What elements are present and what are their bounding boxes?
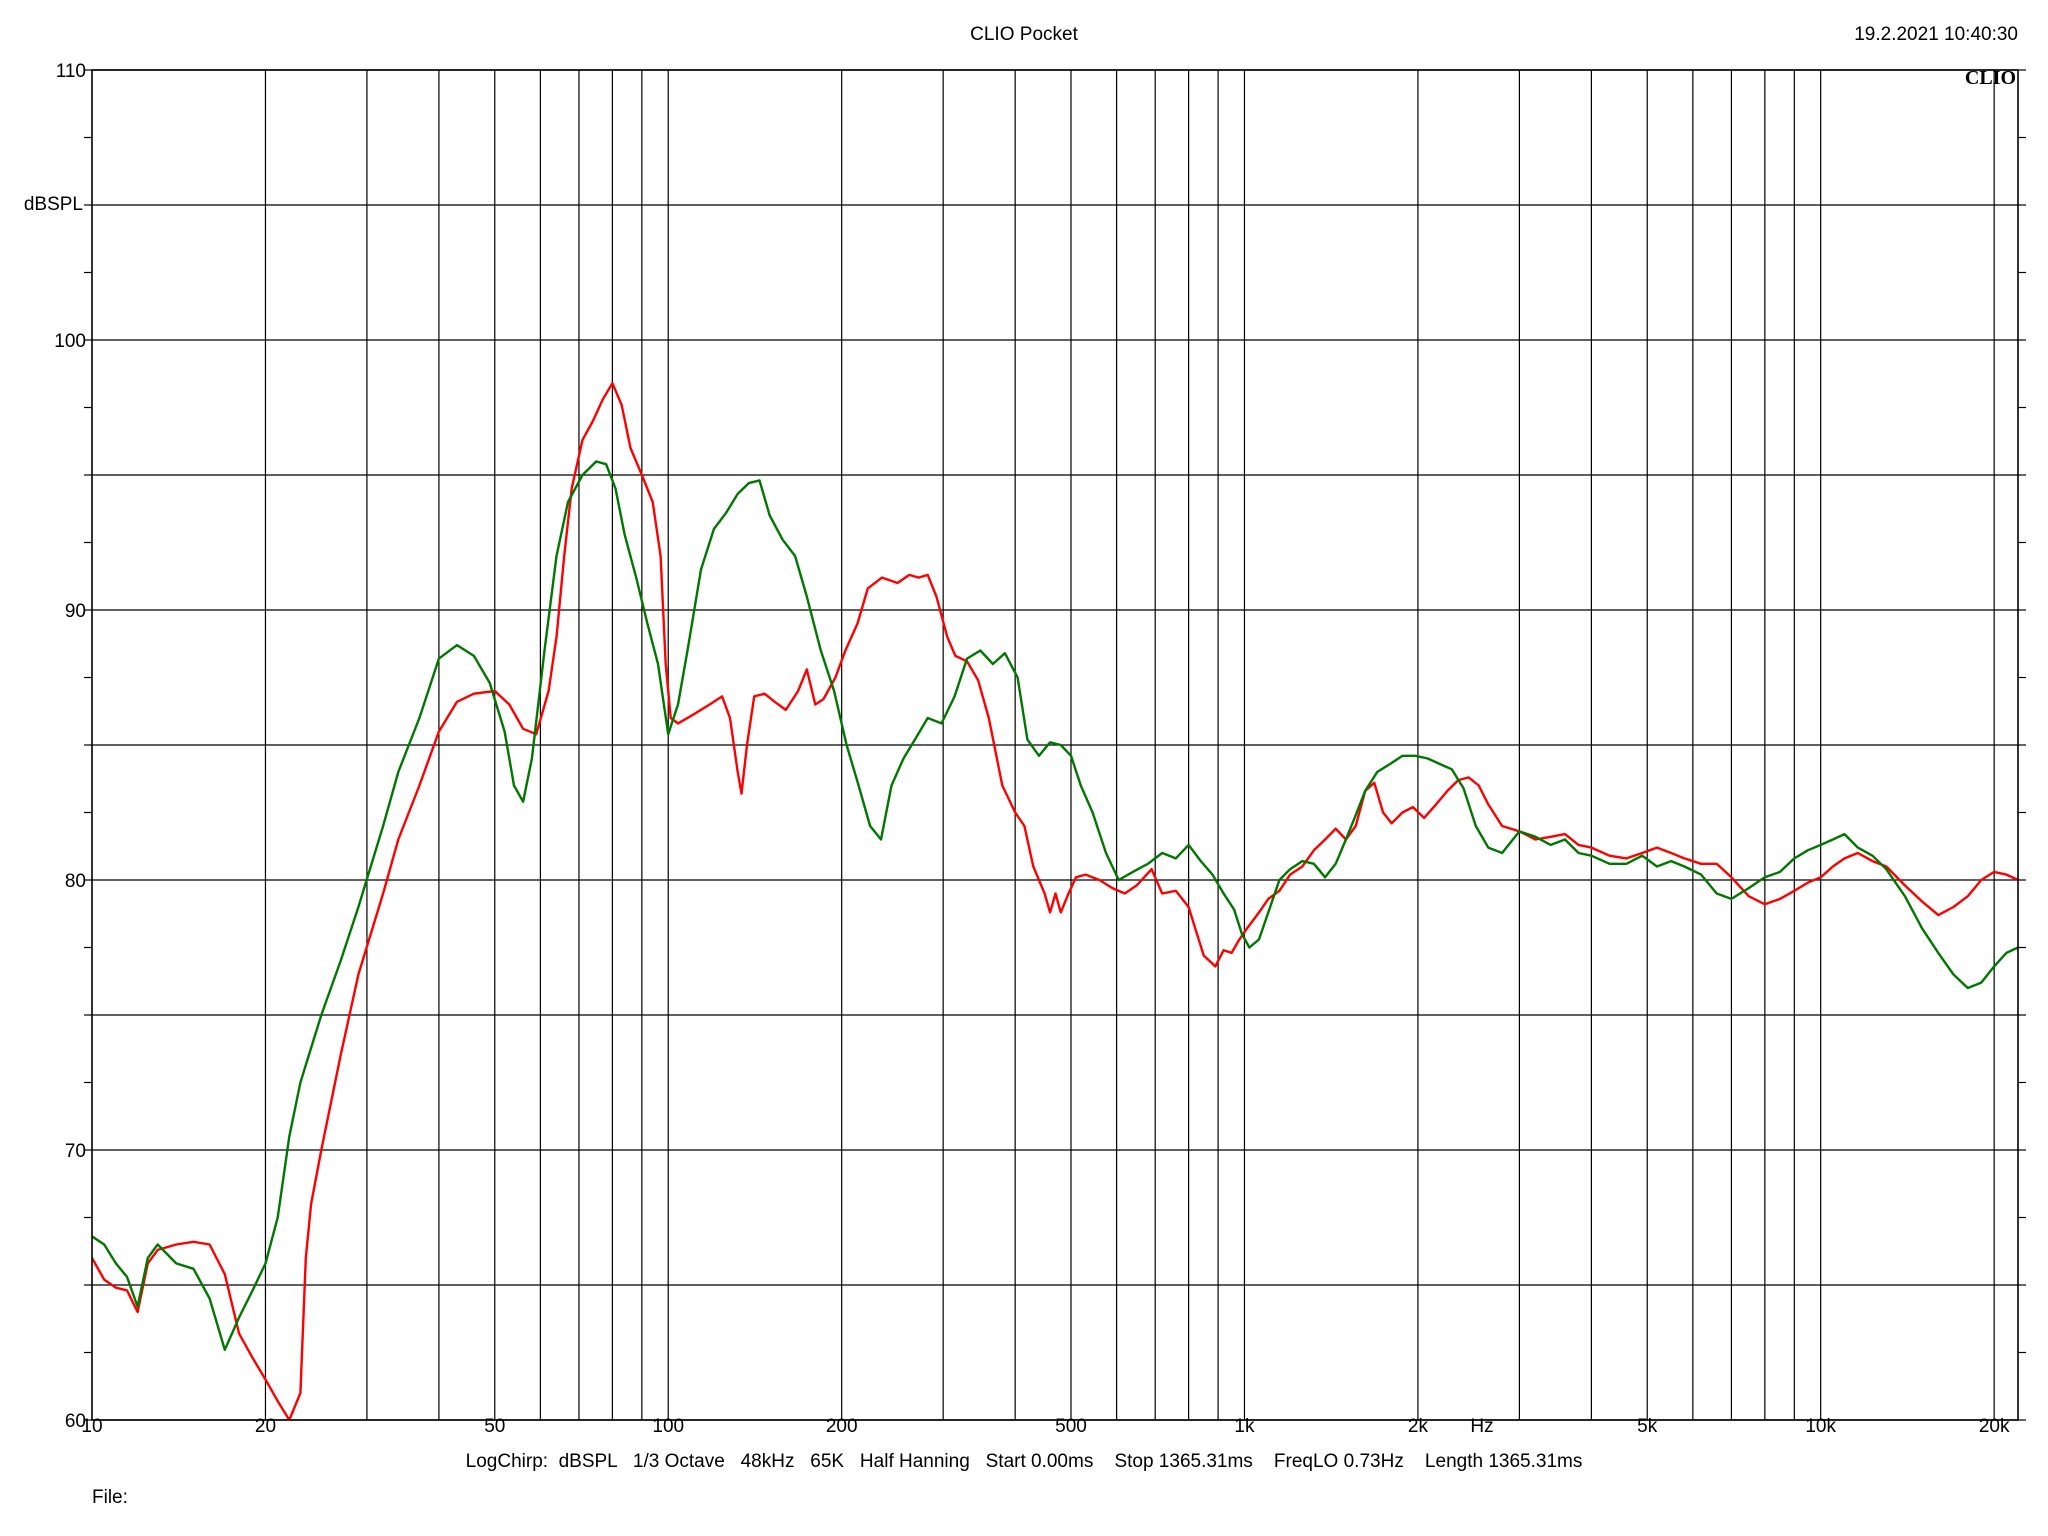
x-axis-label: Hz	[1470, 1416, 1493, 1437]
measurement-parameters: LogChirp: dBSPL 1/3 Octave 48kHz 65K Hal…	[466, 1451, 1583, 1472]
x-tick-labels: 10 20 50 100 200 500 1k 2k 5k 10k 20k	[81, 1416, 2010, 1437]
y-tick-label: 100	[54, 331, 86, 352]
x-tick-label: 200	[826, 1416, 858, 1437]
series-layer	[92, 382, 2018, 1420]
series-line-2	[92, 460, 2018, 1351]
series-line-1	[92, 382, 2018, 1420]
x-tick-label: 1k	[1234, 1416, 1255, 1437]
y-tick-label: 60	[65, 1411, 86, 1432]
file-label: File:	[92, 1487, 128, 1508]
chart-title: CLIO Pocket	[970, 24, 1078, 45]
x-tick-label: 20k	[1979, 1416, 2010, 1437]
x-tick-label: 500	[1055, 1416, 1087, 1437]
y-tick-label: 70	[65, 1141, 86, 1162]
x-tick-label: 10k	[1805, 1416, 1836, 1437]
clio-logo: CLIO	[1965, 67, 2016, 89]
x-tick-label: 10	[81, 1416, 102, 1437]
y-tick-label: 90	[65, 601, 86, 622]
y-tick-label: 110	[56, 61, 86, 82]
y-tick-labels: 110 100 90 80 70 60	[54, 61, 2026, 1432]
x-tick-label: 50	[484, 1416, 505, 1437]
x-tick-label: 100	[652, 1416, 684, 1437]
y-axis-label: dBSPL	[24, 194, 83, 215]
x-tick-label: 2k	[1408, 1416, 1429, 1437]
x-tick-label: 5k	[1637, 1416, 1658, 1437]
x-tick-label: 20	[255, 1416, 276, 1437]
timestamp: 19.2.2021 10:40:30	[1854, 24, 2018, 45]
y-tick-label: 80	[65, 871, 86, 892]
